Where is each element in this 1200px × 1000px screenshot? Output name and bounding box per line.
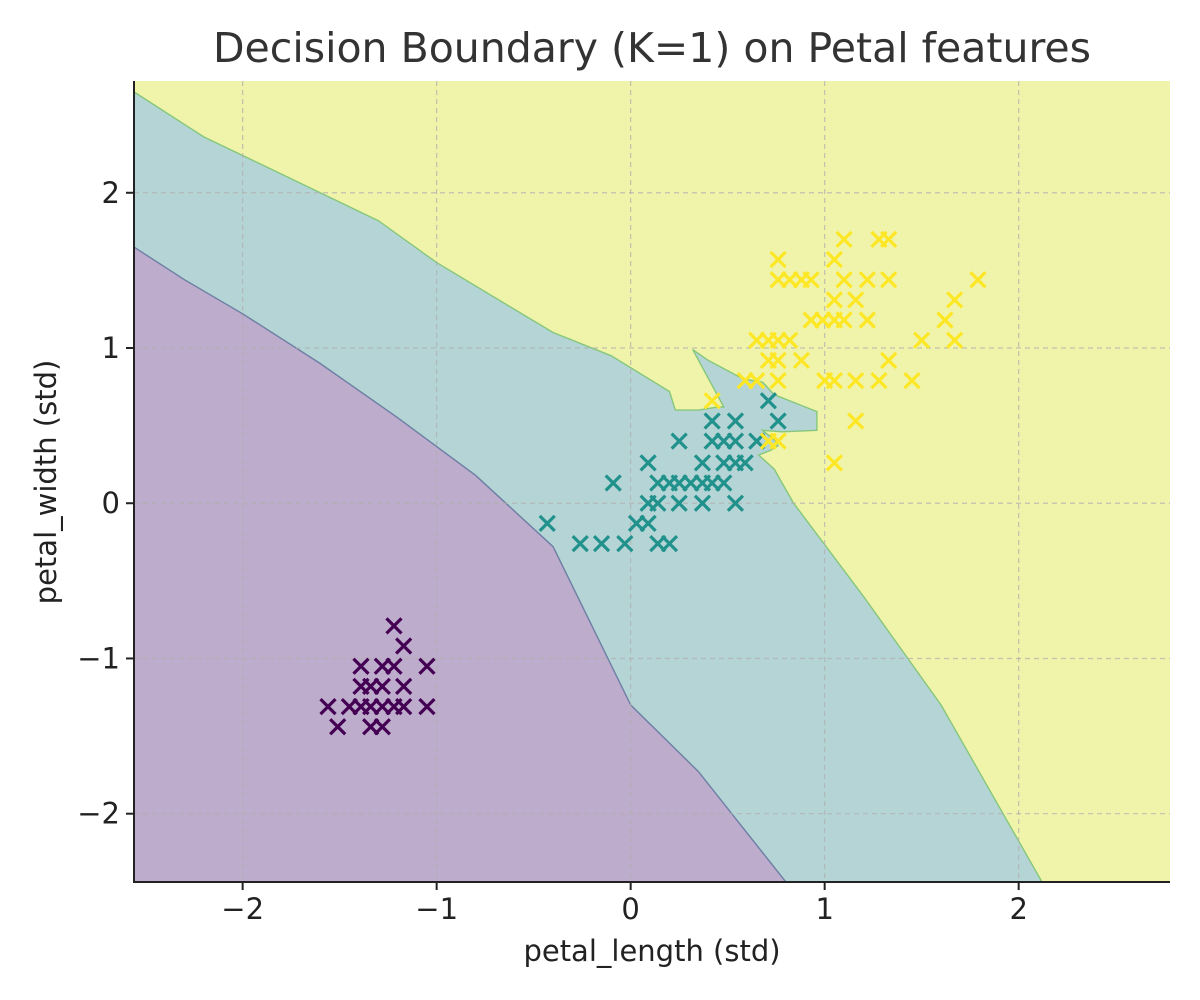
data-point-class-0 — [385, 657, 403, 675]
data-point-class-2 — [847, 291, 865, 309]
data-points — [319, 230, 987, 736]
data-point-class-2 — [946, 331, 964, 349]
data-point-class-0 — [329, 718, 347, 736]
data-point-class-2 — [703, 392, 721, 410]
data-point-class-1 — [693, 494, 712, 512]
data-point-class-0 — [395, 677, 413, 696]
data-point-class-0 — [418, 697, 436, 716]
data-point-class-2 — [769, 371, 787, 390]
data-point-class-2 — [835, 230, 853, 248]
data-point-class-0 — [385, 617, 403, 635]
data-point-class-0 — [373, 677, 391, 696]
data-point-class-1 — [703, 412, 721, 430]
data-point-class-1 — [660, 534, 679, 553]
data-point-class-2 — [769, 351, 787, 370]
grid — [134, 81, 1170, 882]
data-point-class-2 — [936, 311, 954, 329]
data-point-class-1 — [604, 474, 622, 492]
data-point-class-2 — [880, 230, 898, 248]
data-point-class-1 — [571, 534, 589, 553]
data-point-class-1 — [736, 454, 754, 472]
data-point-class-0 — [352, 657, 370, 675]
data-point-class-1 — [592, 534, 611, 553]
decision-regions — [134, 81, 1170, 882]
y-axis-label: petal_width (std) — [29, 360, 63, 605]
data-point-class-2 — [825, 454, 843, 472]
data-point-class-2 — [769, 250, 787, 269]
data-point-class-1 — [639, 454, 657, 472]
data-point-class-1 — [538, 514, 556, 533]
data-point-class-2 — [835, 271, 853, 289]
decision-region-class-0 — [134, 246, 787, 882]
data-point-class-1 — [715, 474, 733, 492]
data-point-class-2 — [847, 371, 865, 390]
data-point-class-2 — [969, 271, 987, 289]
data-point-class-0 — [395, 697, 413, 716]
data-point-class-2 — [825, 291, 843, 309]
data-point-class-1 — [693, 454, 712, 472]
data-point-class-2 — [946, 291, 964, 309]
data-point-class-0 — [319, 697, 337, 716]
data-point-class-2 — [748, 371, 766, 390]
y-tick-label: −1 — [77, 641, 120, 675]
data-point-class-1 — [769, 412, 787, 430]
x-tick-label: 0 — [621, 892, 639, 926]
x-tick-label: 2 — [1009, 892, 1027, 926]
data-point-class-1 — [726, 432, 745, 450]
axes — [133, 81, 1170, 883]
y-tick-label: 2 — [102, 176, 120, 210]
data-point-class-2 — [880, 271, 898, 289]
data-point-class-2 — [769, 432, 787, 450]
data-point-class-1 — [670, 494, 688, 512]
data-point-class-1 — [616, 534, 634, 553]
data-point-class-2 — [781, 331, 799, 349]
data-point-class-0 — [395, 637, 413, 655]
data-point-class-2 — [903, 371, 921, 390]
data-point-class-2 — [913, 331, 931, 349]
data-point-class-1 — [726, 412, 745, 430]
data-point-class-2 — [858, 271, 876, 289]
data-point-class-2 — [880, 351, 898, 370]
x-tick-label: 1 — [815, 892, 833, 926]
data-point-class-2 — [802, 271, 820, 289]
data-point-class-2 — [825, 250, 843, 269]
x-tick-label: −1 — [415, 892, 458, 926]
data-point-class-1 — [726, 494, 745, 512]
data-point-class-1 — [759, 392, 778, 410]
ticks: −2 −1 0 1 2 −2 −1 0 1 2 — [77, 176, 1028, 926]
y-tick-label: −2 — [77, 797, 120, 831]
data-point-class-2 — [792, 351, 811, 370]
data-point-class-2 — [858, 311, 876, 329]
x-tick-label: −2 — [221, 892, 264, 926]
chart-title: Decision Boundary (K=1) on Petal feature… — [213, 24, 1091, 72]
data-point-class-1 — [649, 494, 667, 512]
data-point-class-1 — [670, 432, 688, 450]
data-point-class-1 — [639, 514, 657, 533]
y-tick-label: 0 — [102, 486, 120, 520]
data-point-class-2 — [847, 412, 865, 430]
y-tick-label: 1 — [102, 331, 120, 365]
x-axis-label: petal_length (std) — [523, 934, 780, 968]
data-point-class-2 — [825, 371, 843, 390]
data-point-class-0 — [373, 718, 391, 736]
data-point-class-0 — [418, 657, 436, 675]
data-point-class-2 — [835, 311, 853, 329]
data-point-class-2 — [870, 371, 888, 390]
